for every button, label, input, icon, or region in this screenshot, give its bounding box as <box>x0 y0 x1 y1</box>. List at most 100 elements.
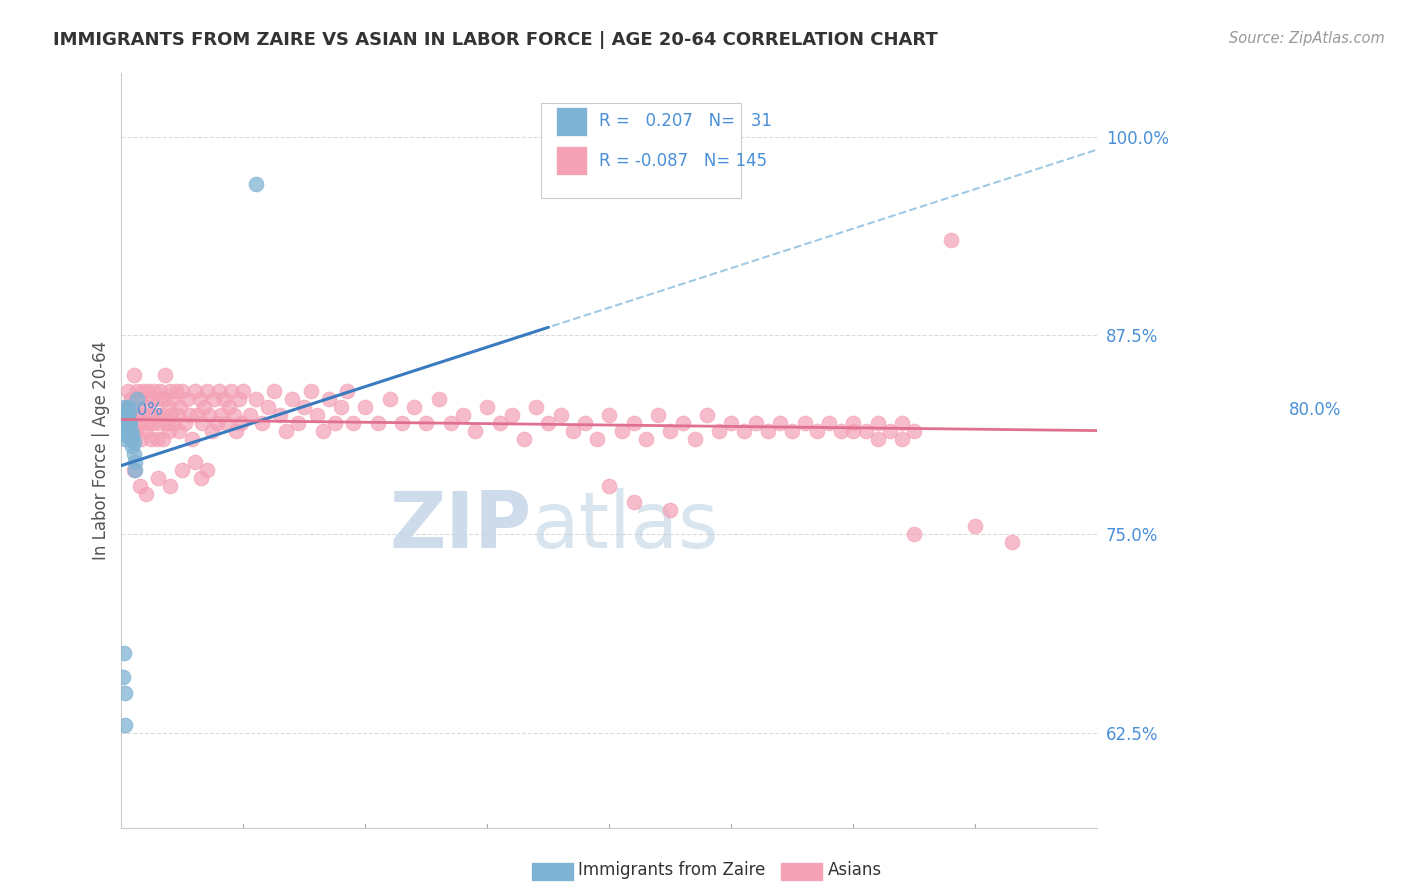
Point <box>806 424 828 438</box>
Point <box>672 416 695 430</box>
Point <box>198 408 221 422</box>
Point <box>250 416 273 430</box>
Point <box>111 670 134 684</box>
Point <box>172 463 194 477</box>
Point <box>120 432 142 446</box>
Point <box>150 408 173 422</box>
Point <box>404 400 426 414</box>
Point <box>305 408 328 422</box>
Point <box>112 646 135 660</box>
Point <box>391 416 413 430</box>
Point <box>132 384 155 398</box>
Point <box>769 416 792 430</box>
Point <box>318 392 340 406</box>
Point <box>169 400 191 414</box>
Point <box>205 416 228 430</box>
Bar <box>555 146 588 175</box>
Point <box>524 400 547 414</box>
Point <box>201 424 224 438</box>
Point <box>127 384 149 398</box>
Point <box>118 403 141 417</box>
Point <box>112 408 135 422</box>
Text: R = -0.087   N= 145: R = -0.087 N= 145 <box>599 152 766 169</box>
Text: ZIP: ZIP <box>389 488 531 564</box>
Point <box>756 424 779 438</box>
Point <box>111 416 134 430</box>
Point <box>659 503 682 517</box>
Point <box>118 400 141 414</box>
Point <box>183 455 205 469</box>
Point <box>153 392 176 406</box>
Text: IMMIGRANTS FROM ZAIRE VS ASIAN IN LABOR FORCE | AGE 20-64 CORRELATION CHART: IMMIGRANTS FROM ZAIRE VS ASIAN IN LABOR … <box>53 31 938 49</box>
Point <box>440 416 463 430</box>
Point <box>162 392 184 406</box>
Point <box>818 416 841 430</box>
Point <box>866 416 889 430</box>
Point <box>193 400 215 414</box>
Text: R =   0.207   N=   31: R = 0.207 N= 31 <box>599 112 772 130</box>
Point <box>257 400 280 414</box>
Point <box>354 400 377 414</box>
Point <box>141 392 163 406</box>
Point <box>427 392 450 406</box>
Point <box>186 408 208 422</box>
Point <box>145 408 167 422</box>
Point <box>561 424 583 438</box>
Point <box>146 432 169 446</box>
Point <box>179 408 201 422</box>
Point <box>159 479 181 493</box>
Point <box>127 392 149 406</box>
Point <box>683 432 706 446</box>
Point <box>842 416 865 430</box>
Point <box>142 416 165 430</box>
Point <box>477 400 499 414</box>
Point <box>550 408 572 422</box>
Point <box>120 424 142 438</box>
Text: Source: ZipAtlas.com: Source: ZipAtlas.com <box>1229 31 1385 46</box>
Point <box>139 432 162 446</box>
Point <box>891 416 914 430</box>
Point <box>195 463 218 477</box>
Point <box>939 233 962 247</box>
Point <box>269 408 291 422</box>
Point <box>202 392 225 406</box>
Point <box>879 424 901 438</box>
Point <box>610 424 633 438</box>
Point <box>118 416 141 430</box>
Point <box>114 717 136 731</box>
Point <box>647 408 669 422</box>
Point <box>122 463 145 477</box>
Point <box>793 416 815 430</box>
Point <box>146 471 169 485</box>
Point <box>1001 534 1024 549</box>
Point <box>537 416 560 430</box>
Y-axis label: In Labor Force | Age 20-64: In Labor Force | Age 20-64 <box>93 341 110 560</box>
Point <box>131 408 153 422</box>
Point <box>218 400 240 414</box>
Text: 80.0%: 80.0% <box>1289 401 1341 419</box>
Point <box>117 408 139 422</box>
Point <box>128 416 150 430</box>
Point <box>245 392 267 406</box>
Point <box>229 416 252 430</box>
Point <box>299 384 322 398</box>
Point <box>156 400 179 414</box>
Point <box>138 408 160 422</box>
Point <box>451 408 474 422</box>
Point <box>855 424 877 438</box>
Point <box>114 416 136 430</box>
Point <box>330 400 353 414</box>
Point <box>623 495 645 509</box>
Point <box>177 837 200 851</box>
Point <box>415 416 437 430</box>
Point <box>188 392 211 406</box>
Point <box>124 455 146 469</box>
Point <box>238 408 260 422</box>
Point <box>263 384 285 398</box>
Point <box>745 416 768 430</box>
Point <box>114 432 136 446</box>
Text: 0.0%: 0.0% <box>121 401 163 419</box>
Point <box>159 384 181 398</box>
Point <box>190 471 212 485</box>
Point <box>623 416 645 430</box>
